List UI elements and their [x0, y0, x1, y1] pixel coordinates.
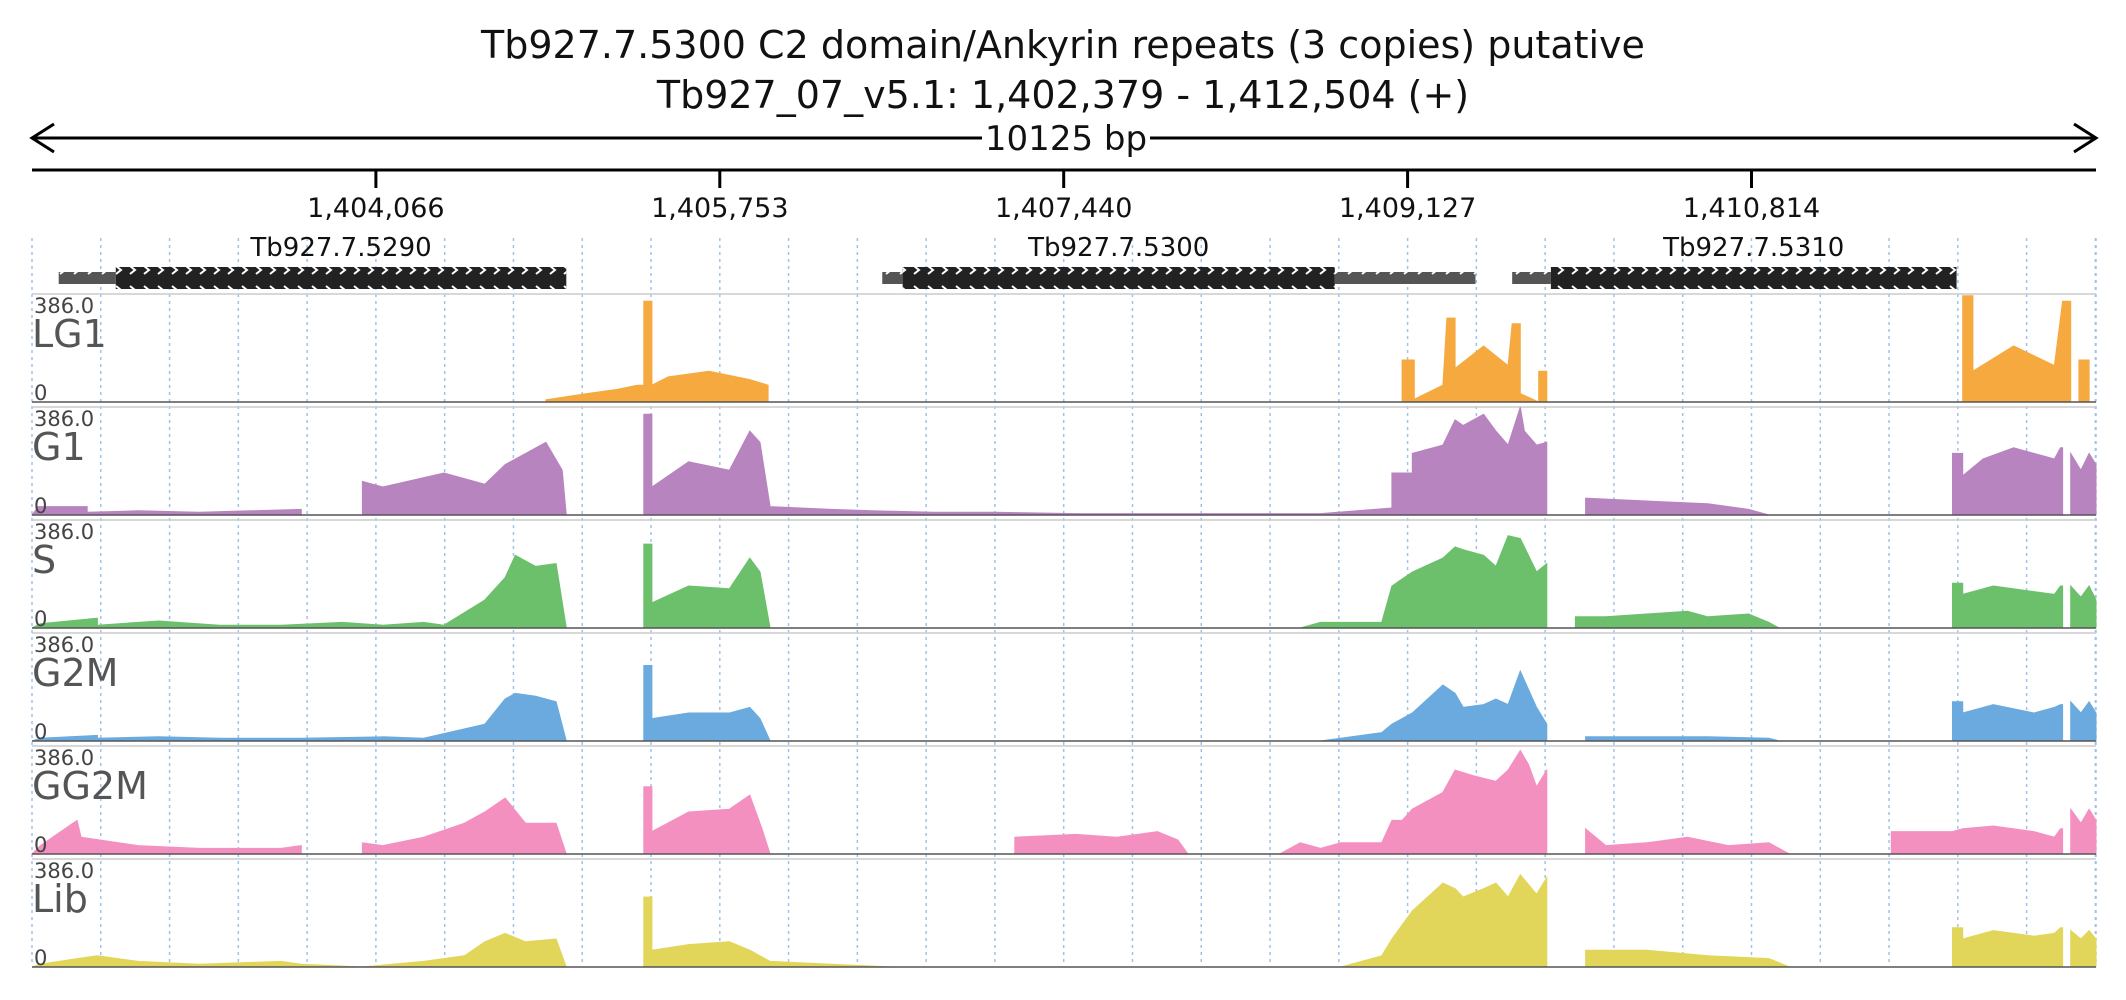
gene-track: Tb927.7.5290 Tb927.7.5300 Tb927.7.5310 [58, 233, 1957, 289]
track-ymin-label: 0 [34, 720, 47, 744]
track-ymax-label: 386.0 [34, 407, 94, 431]
gene-utr5-arrows [882, 272, 903, 284]
gridlines [31, 238, 2097, 962]
gene-Tb927.7.5310: Tb927.7.5310 [1512, 233, 1957, 289]
track-G2M: 386.0 0 G2M [31, 632, 2097, 744]
chart-title: Tb927.7.5300 C2 domain/Ankyrin repeats (… [480, 23, 1645, 67]
gene-label: Tb927.7.5290 [249, 233, 431, 263]
tick-label: 1,410,814 [1683, 193, 1820, 224]
tick-label: 1,407,440 [995, 193, 1132, 224]
track-name: G1 [32, 425, 86, 469]
track-Lib: 386.0 0 Lib [31, 858, 2097, 970]
gene-Tb927.7.5300: Tb927.7.5300 [882, 233, 1476, 289]
track-name: Lib [32, 877, 88, 921]
track-name: LG1 [32, 312, 107, 356]
position-ticks: 1,404,066 1,405,753 1,407,440 1,409,127 1,41… [307, 170, 1820, 224]
coverage-area-G2M [31, 665, 2097, 742]
track-name: GG2M [32, 764, 148, 808]
coverage-tracks: 386.00LG1386.00G1386.00S386.00G2M386.00G… [30, 293, 2097, 970]
coverage-area-GG2M [30, 749, 2097, 855]
gene-label: Tb927.7.5300 [1027, 233, 1209, 263]
gene-cds-arrows [902, 267, 1335, 289]
coverage-area-LG1 [32, 295, 2096, 403]
track-ymax-label: 386.0 [34, 633, 94, 657]
chart-subtitle: Tb927_07_v5.1: 1,402,379 - 1,412,504 (+) [656, 73, 1469, 117]
track-name: S [32, 538, 56, 582]
tick-label: 1,404,066 [307, 193, 444, 224]
track-ymin-label: 0 [34, 946, 47, 970]
track-name: G2M [32, 651, 118, 695]
track-ymin-label: 0 [34, 833, 47, 857]
gene-utr3-arrows [1334, 272, 1476, 284]
coverage-area-S [31, 535, 2097, 629]
gene-utr5-arrows [1512, 272, 1551, 284]
span-arrow-right-icon [2073, 122, 2099, 154]
coverage-area-Lib [31, 873, 2097, 968]
track-S: 386.0 0 S [31, 519, 2097, 631]
tick-label: 1,409,127 [1339, 193, 1476, 224]
track-G1: 386.0 0 G1 [31, 406, 2097, 518]
track-ymax-label: 386.0 [34, 746, 94, 770]
span-arrow-left-icon [29, 122, 55, 154]
gene-utr5-arrows [58, 272, 116, 284]
track-ymin-label: 0 [34, 381, 47, 405]
gene-cds-arrows [1550, 267, 1957, 289]
span-label: 10125 bp [985, 119, 1147, 159]
track-ymin-label: 0 [34, 494, 47, 518]
track-ymin-label: 0 [34, 607, 47, 631]
track-ymax-label: 386.0 [34, 294, 94, 318]
coverage-area-G1 [31, 406, 2097, 516]
track-GG2M: 386.0 0 GG2M [30, 745, 2097, 857]
gene-Tb927.7.5290: Tb927.7.5290 [58, 233, 567, 289]
track-ymax-label: 386.0 [34, 859, 94, 883]
gene-cds-arrows [115, 267, 567, 289]
tick-label: 1,405,753 [651, 193, 788, 224]
track-LG1: 386.0 0 LG1 [32, 293, 2096, 405]
span-ruler: 10125 bp [29, 119, 2099, 159]
gene-label: Tb927.7.5310 [1662, 233, 1844, 263]
track-ymax-label: 386.0 [34, 520, 94, 544]
